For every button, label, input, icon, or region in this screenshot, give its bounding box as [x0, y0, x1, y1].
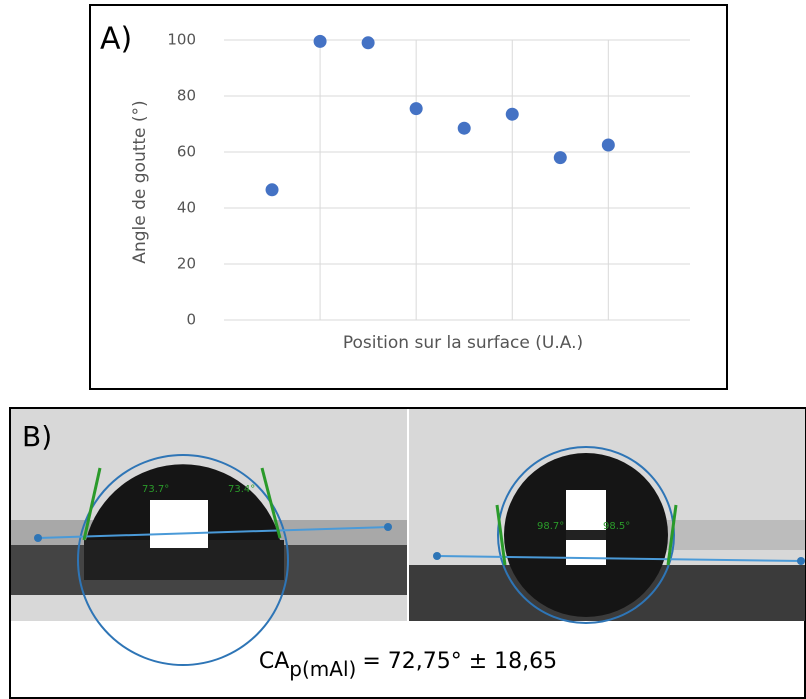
caption-main: CA	[259, 649, 289, 674]
y-tick-label: 80	[177, 87, 196, 105]
droplet-photo	[409, 409, 805, 624]
y-tick-label: 60	[177, 143, 196, 161]
panel-b-label: B)	[22, 420, 52, 453]
y-axis-title: Angle de goutte (°)	[130, 100, 150, 263]
caption-rest: = 72,75° ± 18,65	[362, 649, 557, 674]
caption-subscript: p(mAl)	[289, 657, 356, 681]
angle-label: 98.7°	[537, 521, 564, 532]
y-tick-label: 20	[177, 255, 196, 273]
data-point	[361, 36, 375, 50]
y-tick-label: 0	[186, 311, 196, 329]
data-point	[313, 34, 327, 48]
plot: 0 20 40 60 80 100	[167, 31, 690, 329]
panel-a-frame	[89, 4, 728, 390]
panel-a-label: A)	[100, 22, 132, 57]
droplet-photo	[11, 409, 407, 666]
y-tick-label: 40	[177, 199, 196, 217]
y-tick-label: 100	[167, 31, 196, 49]
angle-label: 73.4°	[228, 484, 255, 495]
x-axis-title: Position sur la surface (U.A.)	[343, 333, 583, 353]
data-point	[265, 183, 279, 197]
data-point	[505, 107, 519, 121]
data-point	[409, 102, 423, 116]
data-point	[553, 151, 567, 165]
caption: CAp(mAl) = 72,75° ± 18,65	[259, 649, 557, 681]
angle-label: 98.5°	[603, 521, 630, 532]
data-point	[457, 121, 471, 135]
data-point	[601, 138, 615, 152]
angle-label: 73.7°	[142, 484, 169, 495]
